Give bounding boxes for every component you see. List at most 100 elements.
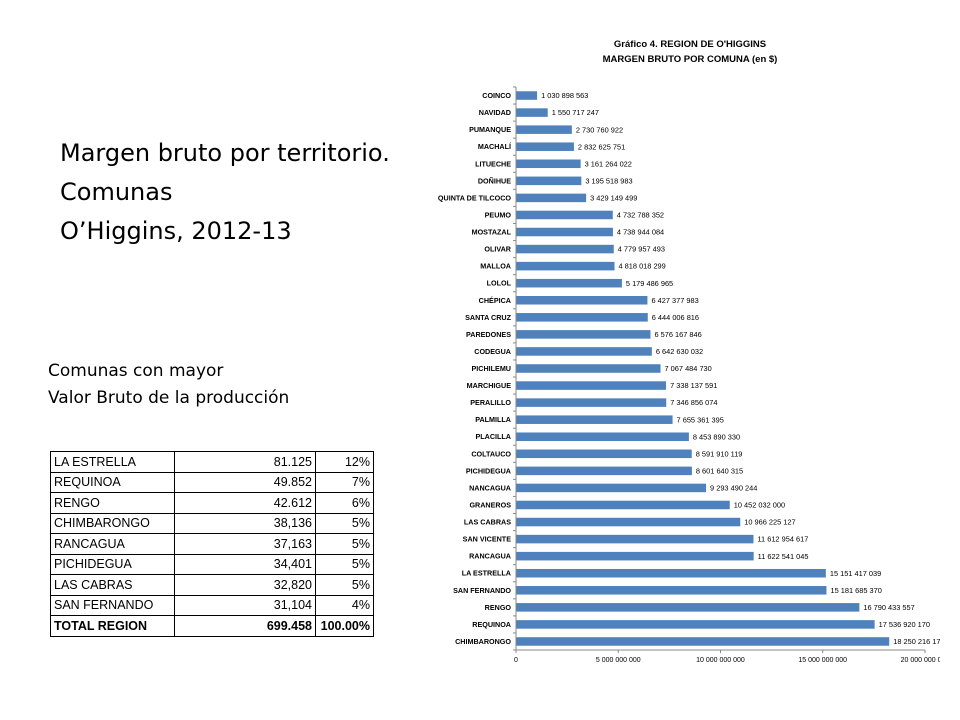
value-label: 4 738 944 084 — [617, 228, 664, 237]
bar — [516, 108, 548, 117]
category-label: PICHIDEGUA — [466, 466, 511, 475]
category-label: LOLOL — [487, 279, 512, 288]
value-label: 6 642 630 032 — [656, 347, 703, 356]
table-row: LAS CABRAS 32,820 5% — [50, 574, 374, 596]
value-label: 2 832 625 751 — [578, 142, 625, 151]
table-cell-name: RANCAGUA — [50, 533, 175, 555]
category-label: CHÉPICA — [479, 296, 511, 305]
heading-line-1: Margen bruto por territorio. — [60, 139, 390, 167]
chart-subtitle: MARGEN BRUTO POR COMUNA (en $) — [603, 54, 778, 65]
table-total-row: TOTAL REGION 699.458 100.00% — [50, 615, 374, 637]
bar — [516, 295, 648, 305]
bar — [516, 586, 827, 595]
bar — [516, 517, 741, 527]
category-label: PALMILLA — [475, 415, 511, 424]
value-label: 7 338 137 591 — [670, 381, 717, 390]
category-label: RENGO — [485, 603, 512, 612]
value-label: 17 536 920 170 — [879, 620, 930, 629]
bar — [516, 381, 667, 390]
bar — [516, 227, 613, 237]
bar — [516, 466, 692, 476]
value-label: 8 591 910 119 — [696, 449, 743, 458]
category-label: REQUINOA — [472, 620, 511, 629]
bar — [516, 176, 582, 186]
heading-line-2: Comunas — [60, 178, 173, 206]
table-cell-percent: 6% — [315, 492, 374, 514]
table-cell-value: 49.852 — [174, 471, 316, 493]
category-label: COLTAUCO — [471, 449, 511, 458]
table-row: LA ESTRELLA 81.125 12% — [50, 451, 374, 473]
value-label: 8 453 890 330 — [693, 432, 740, 441]
category-label: MACHALÍ — [478, 142, 512, 151]
table-cell-percent: 5% — [315, 533, 374, 555]
table-cell-name: REQUINOA — [50, 471, 175, 493]
value-label: 7 655 361 395 — [677, 415, 724, 424]
category-label: OLIVAR — [484, 245, 511, 254]
value-label: 6 444 006 816 — [652, 313, 699, 322]
table-cell-value: 32,820 — [174, 574, 316, 596]
bar — [516, 620, 875, 629]
category-label: COINCO — [482, 91, 511, 100]
bar — [516, 244, 614, 254]
bar — [516, 568, 826, 578]
table-cell-percent: 4% — [315, 594, 374, 616]
bar — [516, 261, 615, 271]
table-cell-name: PICHIDEGUA — [50, 553, 175, 575]
bar — [516, 398, 667, 407]
table-cell-percent: 7% — [315, 471, 374, 493]
bar — [516, 364, 661, 373]
bar — [516, 313, 648, 322]
table-cell-name: CHIMBARONGO — [50, 512, 175, 534]
table-cell-value: 42.612 — [174, 492, 316, 514]
caption-line-2: Valor Bruto de la producción — [48, 388, 290, 408]
value-label: 4 779 957 493 — [618, 245, 665, 254]
category-label: SANTA CRUZ — [465, 313, 512, 322]
category-label: SAN VICENTE — [463, 535, 512, 544]
category-label: NANCAGUA — [469, 483, 511, 492]
x-tick-label: 10 000 000 000 — [696, 657, 745, 664]
category-label: MOSTAZAL — [472, 228, 512, 237]
category-label: CHIMBARONGO — [455, 637, 511, 646]
bar — [516, 415, 673, 424]
table-row: REQUINOA 49.852 7% — [50, 471, 374, 493]
category-labels: COINCO NAVIDAD PUMANQUE MACHALÍ LITUECHE DOÑI… — [438, 91, 512, 646]
value-label: 6 427 377 983 — [651, 296, 698, 305]
value-label: 7 346 856 074 — [670, 398, 717, 407]
table-cell-percent: 12% — [315, 451, 374, 473]
value-label: 1 030 898 563 — [541, 91, 588, 100]
table-cell-percent: 5% — [315, 553, 374, 575]
x-tick-label: 15 000 000 000 — [798, 657, 847, 664]
category-label: LAS CABRAS — [464, 518, 511, 527]
value-label: 18 250 216 177 — [893, 637, 940, 646]
category-label: QUINTA DE TILCOCO — [438, 193, 511, 202]
table-cell-name: LA ESTRELLA — [50, 451, 175, 473]
bar — [516, 91, 538, 100]
table-row: RANCAGUA 37,163 5% — [50, 533, 374, 555]
bar — [516, 534, 754, 544]
value-label: 3 161 264 022 — [585, 159, 632, 168]
heading-line-3: O’Higgins, 2012-13 — [60, 217, 292, 245]
table-cell-value: 699.458 — [174, 615, 316, 637]
table-cell-value: 37,163 — [174, 533, 316, 555]
table-cell-name: SAN FERNANDO — [50, 594, 175, 616]
bar — [516, 483, 707, 493]
value-label: 6 576 167 846 — [654, 330, 701, 339]
chart-title: Gráfico 4. REGION DE O'HIGGINS — [614, 39, 766, 50]
bar — [516, 551, 754, 561]
bar — [516, 449, 692, 459]
x-tick-label: 20 000 000 000 — [901, 657, 940, 664]
category-label: DOÑIHUE — [478, 176, 511, 185]
table-cell-percent: 5% — [315, 512, 374, 534]
slide-heading: Margen bruto por territorio. Comunas O’H… — [60, 134, 390, 251]
value-label: 10 966 225 127 — [744, 518, 795, 527]
value-labels: 1 030 898 563 1 550 717 247 2 730 760 922 2… — [541, 91, 940, 646]
bar — [516, 637, 890, 646]
table-cell-value: 34,401 — [174, 553, 316, 575]
value-label: 7 067 484 730 — [665, 364, 712, 373]
table-row: SAN FERNANDO 31,104 4% — [50, 594, 374, 616]
category-label: CODEGUA — [474, 347, 511, 356]
category-label: LITUECHE — [475, 159, 511, 168]
bars-group — [516, 91, 890, 646]
table-cell-percent: 5% — [315, 574, 374, 596]
bar — [516, 278, 622, 288]
